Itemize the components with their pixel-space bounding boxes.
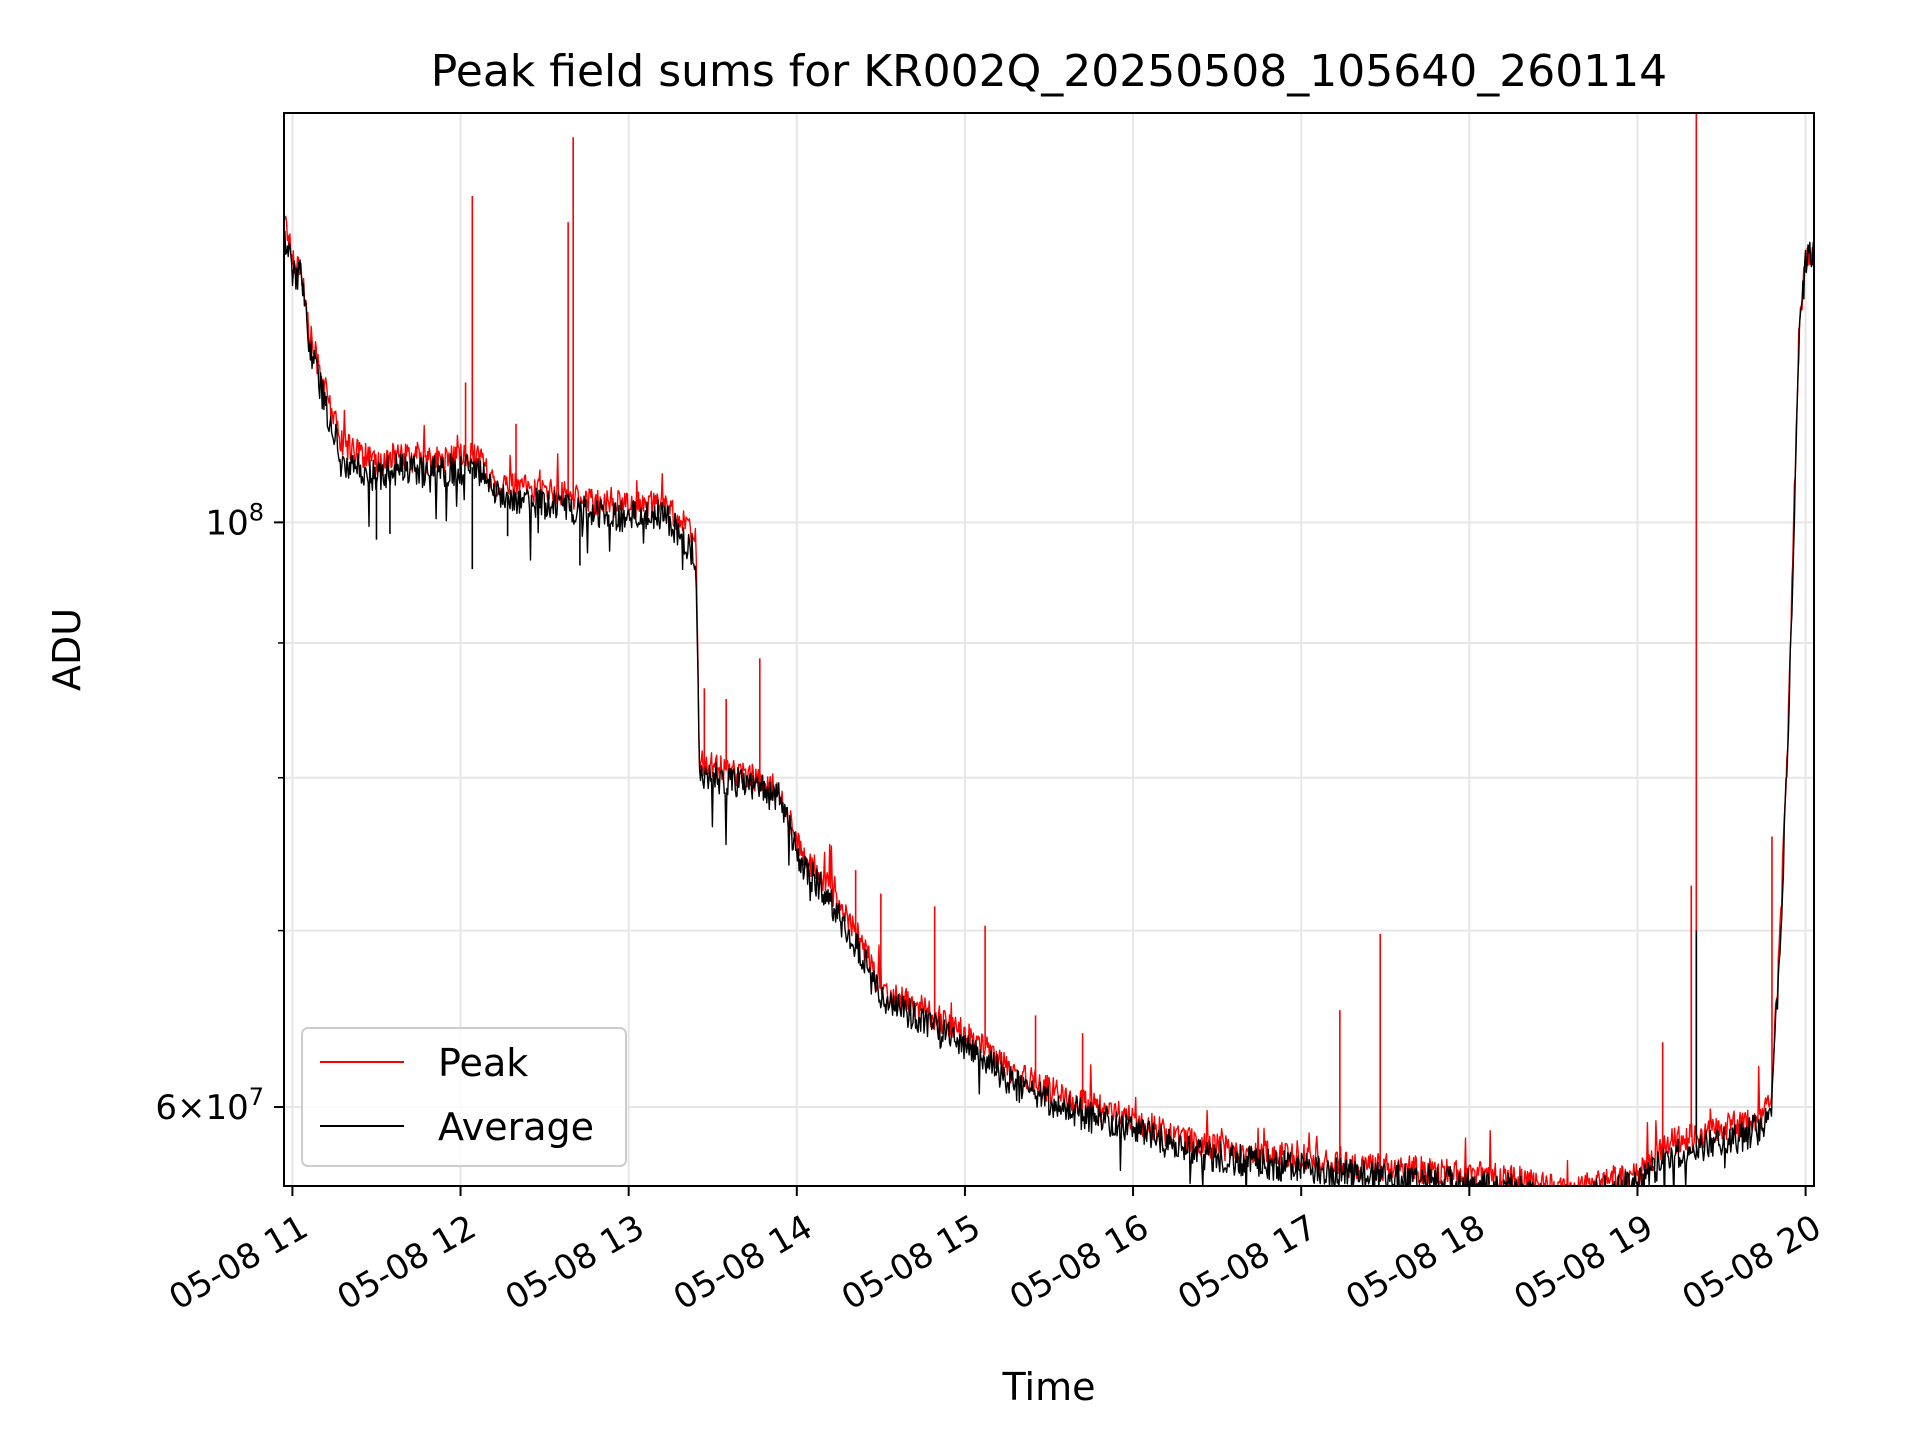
x-tick-label: 05-08 14 bbox=[667, 1207, 819, 1318]
y-tick-label: 108 bbox=[205, 498, 264, 543]
legend-label-average: Average bbox=[438, 1105, 594, 1149]
x-tick-label: 05-08 13 bbox=[499, 1207, 651, 1318]
series-line-peak bbox=[284, 215, 1814, 1186]
legend-label-peak: Peak bbox=[438, 1041, 528, 1085]
x-tick-label: 05-08 16 bbox=[1003, 1207, 1155, 1318]
x-tick-label: 05-08 18 bbox=[1339, 1207, 1491, 1318]
x-tick-label: 05-08 20 bbox=[1676, 1207, 1828, 1318]
y-axis-label: ADU bbox=[45, 608, 89, 691]
y-tick-label: 6×107 bbox=[155, 1083, 264, 1128]
plot-frame bbox=[283, 112, 1815, 1187]
x-tick-label: 05-08 15 bbox=[835, 1207, 987, 1318]
x-tick-label: 05-08 19 bbox=[1508, 1207, 1660, 1318]
series-line-average bbox=[284, 230, 1814, 1186]
chart-title: Peak field sums for KR002Q_20250508_1056… bbox=[431, 46, 1667, 97]
x-tick-label: 05-08 11 bbox=[163, 1207, 315, 1318]
legend: Peak Average bbox=[301, 1027, 627, 1167]
x-tick-label: 05-08 17 bbox=[1171, 1207, 1323, 1318]
x-tick-label: 05-08 12 bbox=[331, 1207, 483, 1318]
x-axis-label: Time bbox=[1002, 1365, 1096, 1409]
